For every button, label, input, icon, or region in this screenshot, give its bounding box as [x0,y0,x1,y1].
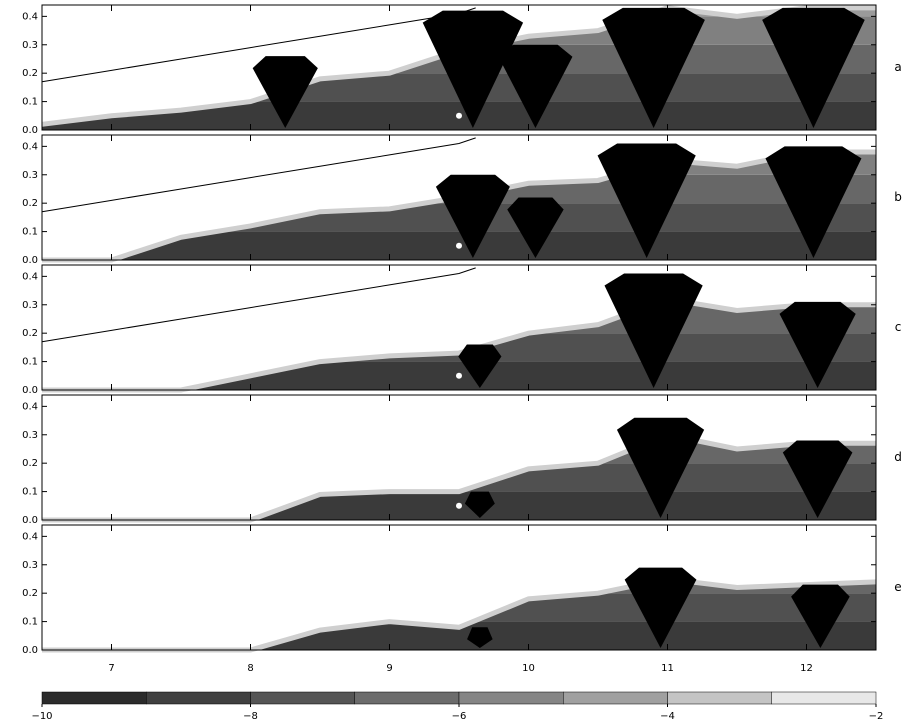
y-tick-label: 0.1 [22,97,38,108]
colorbar: −10 −8 −6 −4 −2 [31,692,883,722]
y-tick-label: 0.2 [22,458,38,469]
y-tick-label: 0.0 [22,515,38,526]
marker-dot [456,113,462,119]
band [42,276,876,304]
panel: 0.0 0.1 0.2 0.3 0.4 7 8 9 10 11 12 e [22,508,902,674]
panel: 0.0 0.1 0.2 0.3 0.4 a [22,0,902,136]
marker-dot [456,243,462,249]
panel-label: e [894,580,901,594]
y-tick-label: 0.3 [22,40,38,51]
panel: 0.0 0.1 0.2 0.3 0.4 c [22,248,901,396]
colorbar-band [42,692,146,704]
colorbar-tick-label: −4 [660,711,675,722]
colorbar-band [459,692,563,704]
panel-label: c [895,320,902,334]
y-tick-label: 0.0 [22,255,38,266]
band [42,536,876,564]
y-tick-label: 0.2 [22,328,38,339]
marker-dot [456,503,462,509]
colorbar-band [668,692,772,704]
y-tick-label: 0.2 [22,198,38,209]
band [42,146,876,174]
panel-label: b [894,190,902,204]
y-tick-label: 0.1 [22,487,38,498]
colorbar-band [563,692,667,704]
panel: 0.0 0.1 0.2 0.3 0.4 b [22,118,902,266]
y-tick-label: 0.1 [22,227,38,238]
x-tick-label: 7 [108,663,114,674]
boundary-curve [42,268,476,342]
y-tick-label: 0.4 [22,141,38,152]
y-tick-label: 0.0 [22,125,38,136]
panel: 0.0 0.1 0.2 0.3 0.4 d [22,378,902,526]
y-tick-label: 0.2 [22,588,38,599]
colorbar-band [146,692,250,704]
y-tick-label: 0.4 [22,11,38,22]
band [42,463,876,491]
panel-label: a [894,60,901,74]
y-tick-label: 0.4 [22,271,38,282]
y-tick-label: 0.3 [22,300,38,311]
y-tick-label: 0.0 [22,385,38,396]
marker-dot [456,373,462,379]
figure: 0.00.10.20.30.4a0.00.10.20.30.4b0.00.10.… [0,0,902,724]
x-tick-label: 12 [800,663,813,674]
colorbar-tick-label: −8 [243,711,258,722]
y-tick-label: 0.3 [22,560,38,571]
y-tick-label: 0.4 [22,401,38,412]
band [42,406,876,434]
x-tick-label: 9 [386,663,392,674]
colorbar-tick-label: −10 [31,711,52,722]
x-tick-label: 10 [522,663,535,674]
y-tick-label: 0.1 [22,617,38,628]
page: 0.00.10.20.30.4a0.00.10.20.30.4b0.00.10.… [0,0,902,728]
colorbar-band [772,692,876,704]
colorbar-tick-label: −2 [869,711,884,722]
y-tick-label: 0.0 [22,645,38,656]
colorbar-band [251,692,355,704]
y-tick-label: 0.2 [22,68,38,79]
y-tick-label: 0.3 [22,170,38,181]
region-bands [42,248,876,390]
x-tick-label: 11 [661,663,674,674]
y-tick-label: 0.4 [22,531,38,542]
boundary-curve [42,138,476,212]
y-tick-label: 0.3 [22,430,38,441]
x-tick-label: 8 [247,663,253,674]
y-tick-label: 0.1 [22,357,38,368]
band [42,593,876,621]
colorbar-tick-label: −6 [452,711,467,722]
colorbar-band [355,692,459,704]
panel-label: d [894,450,902,464]
